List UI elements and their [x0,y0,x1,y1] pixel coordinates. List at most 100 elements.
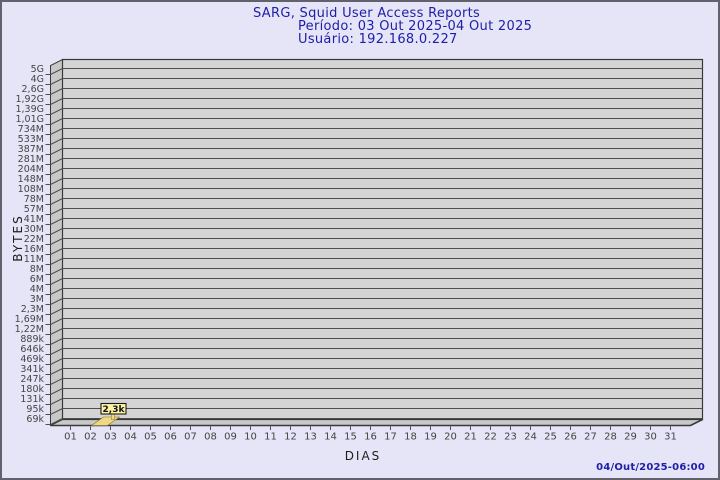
gridline-wall-segment [50,168,63,175]
y-tick-label: 387M [18,144,44,155]
y-tick-label: 734M [18,124,44,135]
gridline-wall-segment [50,288,63,295]
gridline-wall-segment [50,228,63,235]
y-tick-label: 30M [24,224,44,235]
gridline-wall-segment [50,208,63,215]
x-tick-label: 06 [164,432,177,443]
gridline-wall-segment [50,238,63,245]
x-tick-label: 08 [204,432,217,443]
y-tick-label: 2,6G [22,84,44,95]
x-tick-label: 25 [544,432,557,443]
y-tick-label: 16M [24,244,44,255]
y-tick-label: 8M [30,264,44,275]
y-tick-label: 180k [20,384,44,395]
gridline-wall-segment [50,418,63,425]
y-tick-label: 1,69M [15,314,44,325]
y-tick-label: 2,3M [21,304,44,315]
y-tick-label: 1,22M [15,324,44,335]
gridline-wall-segment [50,148,63,155]
gridline-wall-segment [50,358,63,365]
gridline-wall-segment [50,368,63,375]
x-tick-label: 15 [344,432,357,443]
y-axis-tick-labels: 5G4G2,6G1,92G1,39G1,01G734M533M387M281M2… [15,64,45,425]
y-tick-label: 11M [24,254,44,265]
value-label-box [100,402,127,415]
gridline-wall-segment [50,328,63,335]
y-tick-label: 204M [18,164,44,175]
x-tick-label: 07 [184,432,197,443]
y-tick-label: 341k [20,364,44,375]
gridlines [45,68,703,425]
gridline-wall-segment [50,188,63,195]
x-tick-label: 19 [424,432,437,443]
y-tick-label: 4G [31,74,44,85]
gridline-wall-segment [50,318,63,325]
report-user: Usuário: 192.168.0.227 [298,32,458,47]
x-tick-label: 20 [444,432,457,443]
x-tick-label: 09 [224,432,237,443]
gridline-wall-segment [50,68,63,75]
x-axis-tick-marks [70,426,671,430]
x-tick-label: 17 [384,432,397,443]
y-tick-label: 5G [31,64,44,75]
gridline-wall-segment [50,108,63,115]
y-tick-label: 469k [20,354,44,365]
x-tick-label: 16 [364,432,377,443]
y-tick-label: 1,92G [15,94,44,105]
x-axis-line [50,418,703,427]
x-axis-tick-labels: 01 02 03 04 05 06 07 08 09 10 11 12 13 14 15 16 17 18 19 20… [64,432,677,443]
gridline-wall-segment [50,268,63,275]
plot-area [61,58,704,421]
gridline-wall-segment [50,298,63,305]
y-tick-label: 6M [30,274,44,285]
x-tick-label: 02 [84,432,97,443]
y-tick-label: 3M [30,294,44,305]
gridline-wall-segment [50,388,63,395]
x-tick-label: 29 [624,432,637,443]
gridline-wall-segment [50,128,63,135]
y-tick-label: 646k [20,344,44,355]
gridline-wall-segment [50,98,63,105]
gridline-wall-segment [50,398,63,405]
x-tick-label: 26 [564,432,577,443]
x-tick-label: 05 [144,432,157,443]
generation-timestamp: 04/Out/2025-06:00 [596,462,705,473]
gridline-wall-segment [50,158,63,165]
gridline-wall-segment [50,118,63,125]
gridline-wall-segment [50,218,63,225]
y-tick-label: 1,01G [15,114,44,125]
plot-left-wall [50,58,63,427]
y-tick-label: 95k [26,404,44,415]
y-tick-label: 4M [30,284,44,295]
y-tick-label: 533M [18,134,44,145]
x-tick-label: 30 [644,432,657,443]
gridline-wall-segment [50,408,63,415]
gridline-wall-segment [50,198,63,205]
report-period: Período: 03 Out 2025-04 Out 2025 [298,19,533,34]
x-tick-label: 22 [484,432,497,443]
value-label-text: 2,3k [103,405,126,415]
report-title: SARG, Squid User Access Reports [253,6,481,21]
gridline-wall-segment [50,308,63,315]
y-tick-label: 281M [18,154,44,165]
gridline-wall-segment [50,78,63,85]
x-tick-label: 12 [284,432,297,443]
x-axis-title: DIAS [344,449,382,463]
y-tick-label: 69k [26,414,44,425]
gridline-wall-segment [50,248,63,255]
gridline-wall-segment [50,278,63,285]
y-tick-label: 78M [24,194,44,205]
x-tick-label: 18 [404,432,417,443]
x-tick-label: 21 [464,432,477,443]
y-tick-label: 148M [18,174,44,185]
y-axis-title: BYTES [11,214,25,262]
y-tick-label: 131k [20,394,44,405]
y-tick-label: 247k [20,374,44,385]
gridline-wall-segment [50,378,63,385]
gridline-wall-segment [50,338,63,345]
x-tick-label: 24 [524,432,537,443]
x-tick-label: 31 [664,432,677,443]
gridline-wall-segment [50,178,63,185]
y-tick-label: 22M [24,234,44,245]
